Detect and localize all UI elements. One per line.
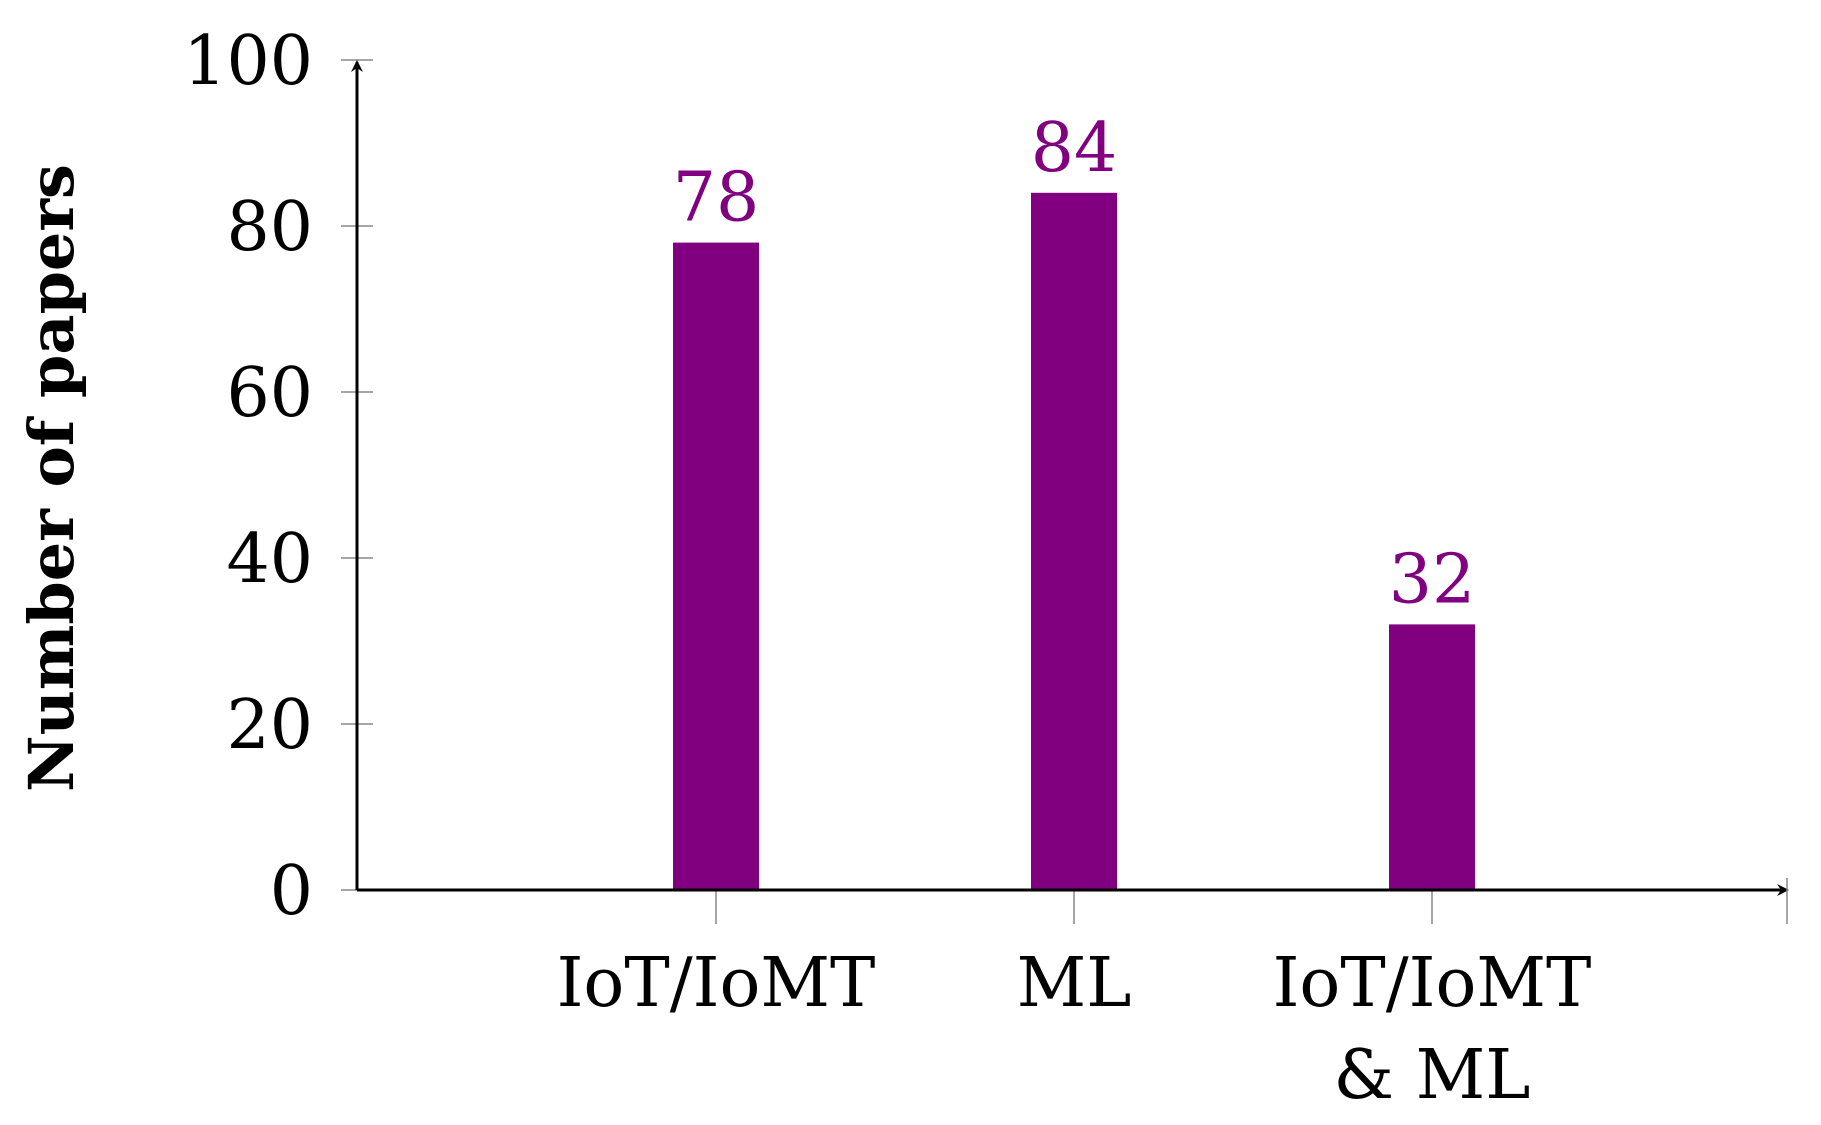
bar [673,242,759,891]
x-category-label: IoT/IoMT & ML [1273,944,1592,1115]
y-tick-label: 100 [183,22,313,101]
x-category-label: ML [1017,944,1132,1023]
bars-group [673,192,1475,891]
y-axis-title-group: Number of papers [15,164,88,792]
x-category-label: IoT/IoMT [557,944,876,1023]
x-axis-ticks: IoT/IoMT ML IoT/IoMT & ML [557,890,1592,1115]
y-axis-ticks: 0 20 40 60 80 100 [183,22,373,931]
bar-labels-group: 78 84 32 [673,109,1476,620]
y-tick-label: 0 [270,852,313,931]
y-axis-title: Number of papers [15,164,88,792]
bar-value-label: 84 [1031,109,1118,188]
x-category-label-line: IoT/IoMT [557,944,876,1023]
y-tick-label: 80 [226,188,313,267]
y-tick-label: 60 [226,354,313,433]
y-tick-label: 40 [226,520,313,599]
bar [1389,624,1475,890]
bar [1031,192,1117,891]
x-category-label-line: ML [1017,944,1132,1023]
bar-value-label: 78 [673,159,760,238]
bar-value-label: 32 [1389,540,1476,619]
x-category-label-line: IoT/IoMT [1273,944,1592,1023]
y-tick-label: 20 [226,686,313,765]
x-category-label-line: & ML [1334,1036,1531,1115]
